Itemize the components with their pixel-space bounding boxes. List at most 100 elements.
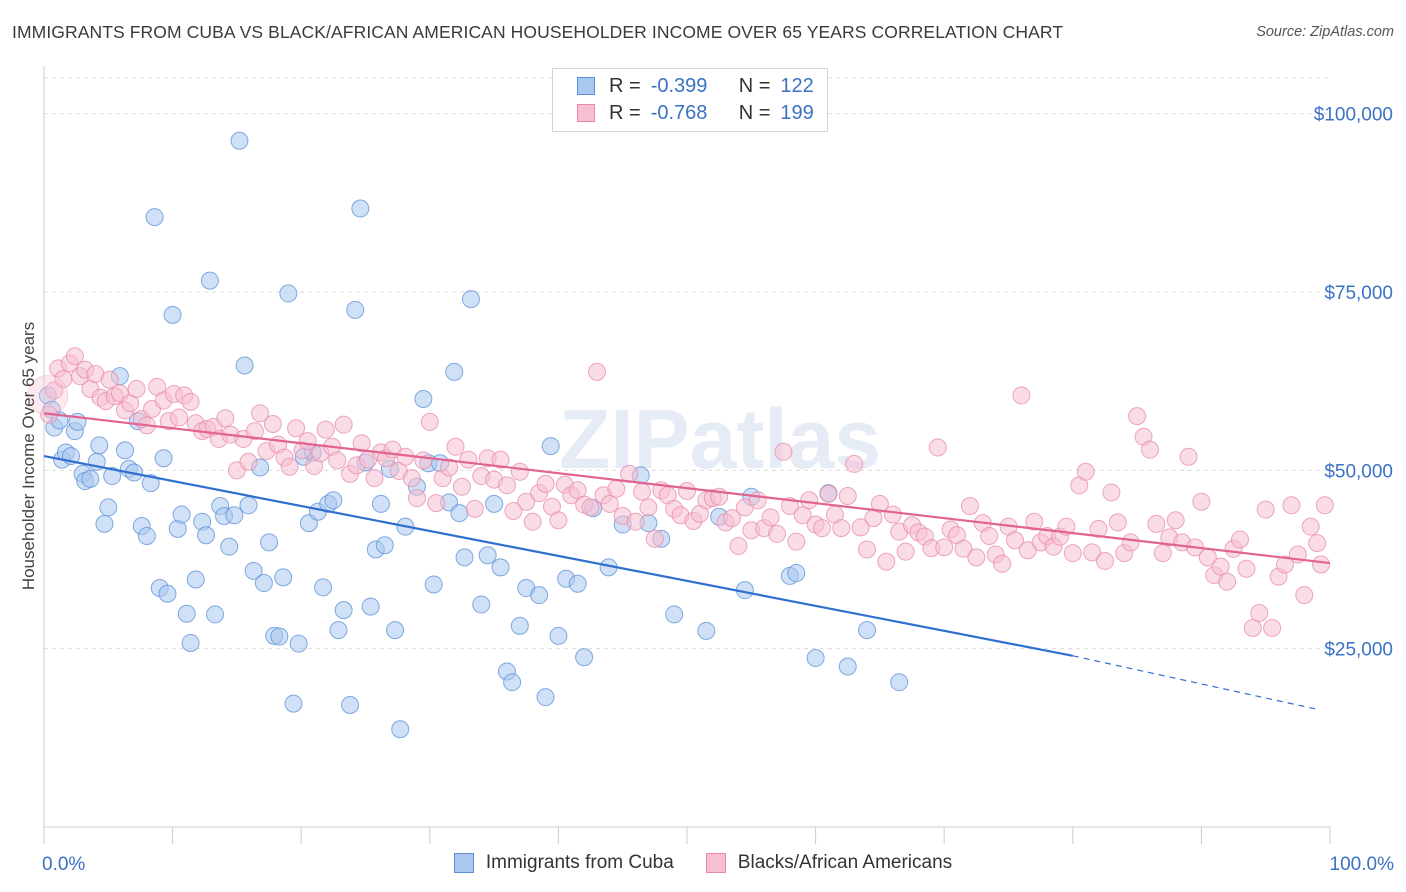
data-point (1083, 543, 1102, 562)
data-point (427, 494, 446, 513)
data-point (351, 199, 370, 218)
data-point (806, 648, 825, 667)
legend-r-label: R = (609, 101, 641, 124)
data-point (289, 634, 308, 653)
data-point (793, 506, 812, 525)
data-point (1102, 483, 1121, 502)
legend-r-value: -0.399 (650, 74, 708, 97)
data-point (954, 539, 973, 558)
data-point (455, 548, 474, 567)
data-point (1140, 440, 1159, 459)
data-point (497, 476, 516, 495)
data-point (235, 356, 254, 375)
data-point (1211, 557, 1230, 576)
data-point (1025, 512, 1044, 531)
data-point (239, 452, 258, 471)
data-point-cluster (27, 374, 69, 416)
data-point (536, 688, 555, 707)
data-point (1166, 511, 1185, 530)
data-point (461, 290, 480, 309)
data-point (645, 529, 664, 548)
data-point (1076, 462, 1095, 481)
data-point (1218, 572, 1237, 591)
data-point (1315, 496, 1334, 515)
data-point (239, 496, 258, 515)
data-point (504, 501, 523, 520)
y-axis-label: Householder Income Over 65 years (19, 322, 38, 590)
series-cuba-points (38, 131, 909, 739)
data-point (1089, 519, 1108, 538)
x-tick-label: 100.0% (1330, 854, 1395, 875)
data-point (1108, 513, 1127, 532)
data-point (420, 412, 439, 431)
data-point (314, 578, 333, 597)
data-point (1230, 530, 1249, 549)
data-point (260, 533, 279, 552)
axes (43, 66, 1331, 844)
data-point (761, 508, 780, 527)
data-point (800, 491, 819, 510)
data-point (158, 584, 177, 603)
data-point (361, 597, 380, 616)
data-point (928, 438, 947, 457)
data-point (440, 458, 459, 477)
data-point (197, 526, 216, 545)
data-point (626, 512, 645, 531)
data-point (181, 392, 200, 411)
data-point (346, 300, 365, 319)
data-point (896, 542, 915, 561)
data-point (1012, 386, 1031, 405)
data-point (181, 633, 200, 652)
stats-legend: R = -0.399 N = 122 R = -0.768 N = 199 (552, 68, 828, 132)
data-point (1282, 496, 1301, 515)
legend-label-cuba: Immigrants from Cuba (485, 852, 674, 873)
data-point (536, 474, 555, 493)
data-point (465, 499, 484, 518)
data-point (1308, 534, 1327, 553)
data-point (813, 519, 832, 538)
data-point (1301, 517, 1320, 536)
series-black-points (27, 347, 1334, 637)
trend-lines (43, 412, 1331, 710)
data-point (177, 604, 196, 623)
data-point (402, 469, 421, 488)
data-point (774, 442, 793, 461)
data-point (391, 720, 410, 739)
data-point (935, 538, 954, 557)
legend-item-black[interactable]: Blacks/African Americans (705, 852, 952, 874)
y-tick-label: $50,000 (1324, 461, 1393, 482)
source-label: Source: ZipAtlas.com (1256, 24, 1394, 40)
data-point (244, 561, 263, 580)
data-point (414, 390, 433, 408)
data-point (1005, 531, 1024, 550)
data-point (787, 532, 806, 551)
data-point (541, 437, 560, 456)
data-point (639, 498, 658, 517)
data-point (90, 436, 109, 455)
data-point (154, 449, 173, 468)
data-point (103, 467, 122, 486)
legend-n-value: 122 (780, 74, 814, 97)
data-point (1295, 586, 1314, 605)
y-tick-label: $100,000 (1314, 105, 1393, 126)
legend-item-cuba[interactable]: Immigrants from Cuba (453, 852, 674, 874)
data-point (549, 511, 568, 530)
data-point (375, 536, 394, 555)
data-point (768, 524, 787, 543)
data-point (472, 595, 491, 614)
data-point (723, 509, 742, 528)
data-point (1128, 407, 1147, 426)
data-point (491, 558, 510, 577)
data-point (1243, 618, 1262, 637)
legend-r-label: R = (609, 74, 641, 97)
data-point (960, 497, 979, 515)
data-point (328, 451, 347, 470)
x-tick-labels: 0.0% 100.0% (42, 854, 1394, 875)
data-point (1179, 447, 1198, 466)
data-point (99, 498, 118, 517)
trend-line-cuba-extension (1072, 655, 1318, 710)
data-point (200, 271, 219, 290)
data-point (568, 574, 587, 593)
data-point (1063, 544, 1082, 563)
data-point (446, 437, 465, 456)
